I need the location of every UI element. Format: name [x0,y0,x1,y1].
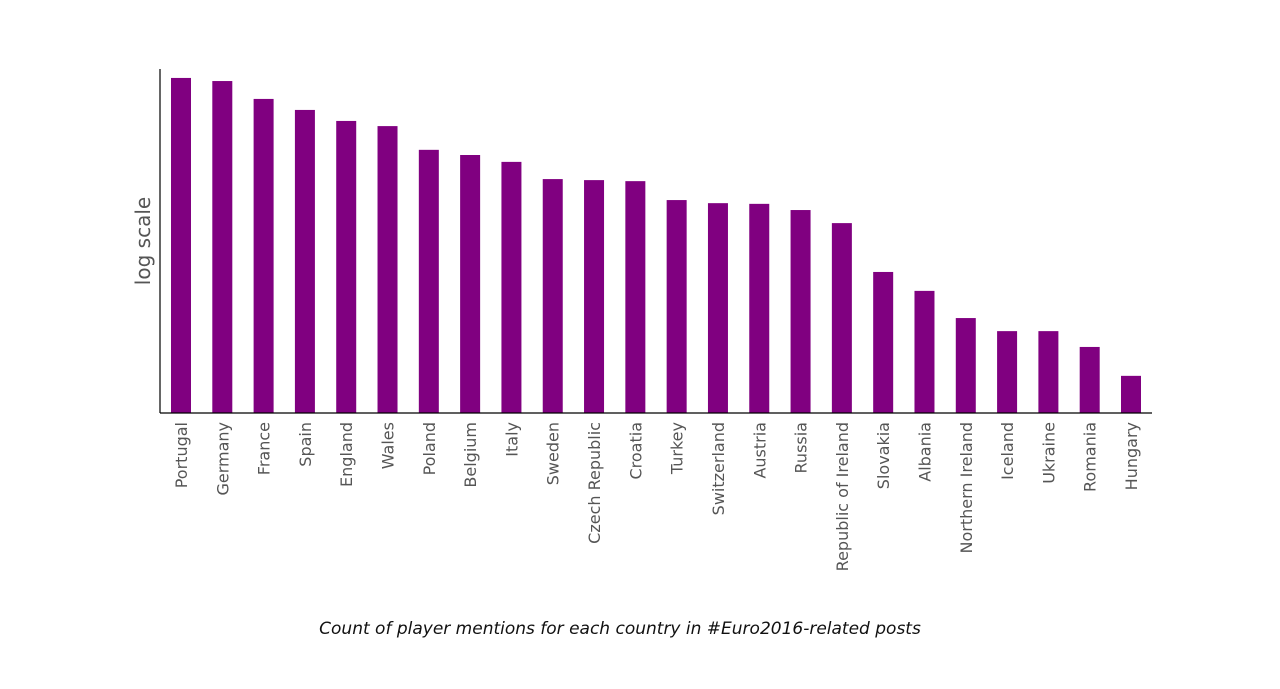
x-tick-label: Czech Republic [585,422,604,544]
x-tick-label: Belgium [461,422,480,488]
bar-portugal [171,77,191,413]
x-tick-label: France [255,422,274,475]
bar-sweden [542,179,563,413]
bar-turkey [666,200,687,413]
bar-northern-ireland [955,318,976,413]
x-tick-label: Croatia [626,422,645,480]
bar-spain [294,109,315,413]
bar-albania [914,290,935,413]
x-tick-label: Wales [379,422,398,469]
x-tick-label: Poland [420,422,439,475]
bar-italy [501,161,522,413]
bar-slovakia [873,271,894,413]
x-tick-label: Portugal [172,422,191,488]
bar-austria [749,203,770,413]
x-tick-label: Italy [502,422,521,457]
x-tick-label: Ukraine [1039,422,1058,484]
x-tick-label: Turkey [668,422,687,475]
bar-hungary [1121,375,1141,413]
x-tick-label: England [337,422,356,487]
bar-france [253,98,274,413]
bar-england [336,120,357,413]
x-tick-label: Switzerland [709,422,728,515]
bar-germany [212,81,233,413]
chart-caption: Count of player mentions for each countr… [319,619,921,639]
bar-belgium [460,155,481,413]
bar-romania [1079,346,1100,413]
bar-czech-republic [584,180,605,413]
bar-iceland [997,331,1018,413]
bar-republic-of-ireland [831,223,852,413]
x-tick-label: Iceland [998,422,1017,480]
bar-poland [418,149,439,413]
x-tick-label: Austria [750,422,769,479]
x-tick-label: Republic of Ireland [833,422,852,571]
x-tick-label: Germany [213,422,232,496]
x-tick-label: Spain [296,422,315,467]
x-tick-label: Slovakia [874,422,893,489]
bar-wales [377,126,398,413]
x-tick-label: Sweden [544,422,563,485]
x-tick-label: Northern Ireland [957,422,976,553]
x-tick-label: Albania [915,422,934,482]
bar-croatia [625,181,646,413]
bar-russia [790,210,811,413]
bar-switzerland [707,203,728,413]
x-tick-label: Romania [1081,422,1100,492]
bar-ukraine [1038,331,1059,413]
x-tick-label: Russia [792,422,811,473]
x-tick-label: Hungary [1122,422,1141,490]
y-axis-label: log scale [131,197,155,285]
